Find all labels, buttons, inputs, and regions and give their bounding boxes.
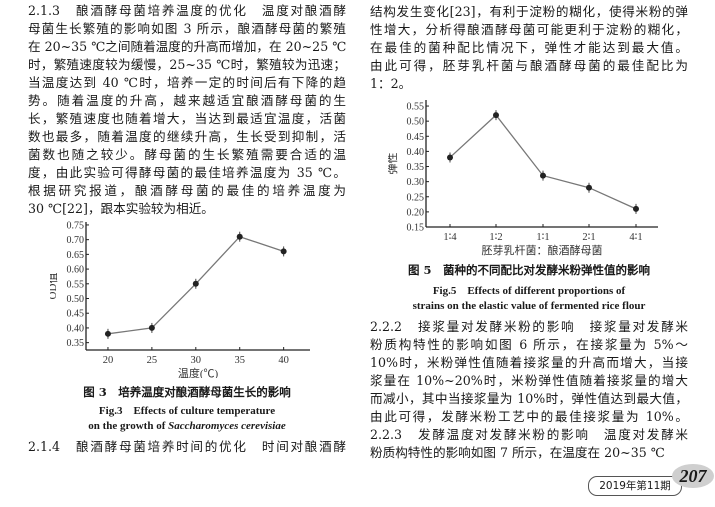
x-tick-label: 1∶4 [443, 232, 457, 243]
fig5-caption-en-1: Fig.5 Effects of different proportions o… [432, 285, 626, 297]
data-point [633, 205, 639, 212]
species-name: Saccharomyces cerevisiae [168, 420, 286, 432]
fig5-caption-en-2: strains on the elastic value of fermente… [412, 300, 646, 312]
fig5-chart: 0.15 0.20 0.25 0.30 0.35 0.40 0.45 0.50 0.55 1∶4 1… [388, 100, 658, 257]
right-column-text-top: 结构发生变化[23]，有利于淀粉的糊化，使得米粉的弹 性增大，分析得酿酒酵母菌可能… [370, 3, 688, 93]
y-tick-label: 0.45 [67, 309, 85, 320]
text-line: 浆量在 10%~20%时，米粉弹性值随着接浆量的增大 [370, 373, 688, 388]
text-line: 2.2.3 发酵温度对发酵米粉的影响 温度对发酵米 [370, 427, 688, 442]
x-tick-label: 2∶1 [582, 232, 595, 243]
text-line: 由此可得，发酵米粉工艺中的最佳接浆量为 10%。 [370, 409, 688, 424]
y-tick-label: 0.30 [407, 177, 425, 188]
text-line: 在 20~35 ℃之间随着温度的升高而增加，在 20~25 ℃ [28, 39, 346, 54]
y-tick-label: 0.55 [407, 102, 425, 113]
x-axis-label: 胚芽乳杆菌：酿酒酵母菌 [482, 243, 603, 257]
left-column-text: 2.1.3 酿酒酵母菌培养温度的优化 温度对酿酒酵 母菌生长繁殖的影响如图 3 所… [28, 2, 346, 218]
text-line: 数也最多，随着温度的继续升高，生长受到抑制，活 [28, 129, 346, 144]
text-line: 长，繁殖速度也随着增大，当达到最适宜温度，活菌 [28, 111, 346, 126]
text-line: 菌数也随之较少。酵母菌的生长繁殖需要合适的温 [28, 147, 346, 162]
x-tick-label: 35 [234, 355, 245, 366]
text-line: 性增大，分析得酿酒酵母菌可能更利于淀粉的糊化， [370, 22, 688, 37]
text-line: 根据研究报道，酿酒酵母菌的最佳的培养温度为 [28, 183, 346, 198]
y-tick-label: 0.60 [67, 265, 85, 276]
text-line: 2.2.2 接浆量对发酵米粉的影响 接浆量对发酵米 [370, 319, 688, 334]
y-tick-label: 0.45 [407, 132, 425, 143]
y-tick-label: 0.35 [407, 162, 425, 173]
y-tick-label: 0.40 [67, 323, 85, 334]
right-column-text-bottom: 2.2.2 接浆量对发酵米粉的影响 接浆量对发酵米 粉质构特性的影响如图 6 所示… [370, 318, 688, 462]
text-line: 结构发生变化[23]，有利于淀粉的糊化，使得米粉的弹 [370, 4, 688, 19]
text-line: 粉质构特性的影响如图 7 所示，在温度在 20~35 ℃ [370, 445, 665, 460]
text-line: 时，繁殖速度较为缓慢，25~35 ℃时，繁殖较为迅速； [28, 57, 346, 72]
y-tick-label: 0.75 [67, 220, 85, 231]
fig5-caption-cn: 图 5 菌种的不同配比对发酵米粉弹性值的影响 [407, 263, 650, 277]
data-point [280, 248, 287, 255]
data-point [104, 330, 111, 337]
text-line: 在最佳的菌种配比情况下，弹性才能达到最大值。 [370, 40, 688, 55]
page-number: 207 [672, 464, 714, 488]
x-tick-label: 1∶2 [489, 232, 502, 243]
x-tick-label: 40 [278, 355, 289, 366]
y-tick-label: 0.50 [407, 117, 425, 128]
data-point [540, 172, 546, 179]
x-tick-label: 1∶1 [536, 232, 549, 243]
text-line: 2.1.4 酿酒酵母菌培养时间的优化 时间对酿酒酵 [28, 439, 346, 454]
text-line: 2.1.3 酿酒酵母菌培养温度的优化 温度对酿酒酵 [28, 3, 346, 18]
text-line: 由此可得，胚芽乳杆菌与酿酒酵母菌的最佳配比为 [370, 58, 688, 73]
y-tick-label: 0.65 [67, 250, 85, 261]
fig3-caption-en-1: Fig.3 Effects of culture temperature [98, 405, 276, 417]
y-tick-label: 0.55 [67, 279, 85, 290]
caption-text: on the growth of [88, 420, 169, 432]
y-axis-label: OD值 [50, 273, 59, 300]
data-point [148, 324, 155, 331]
y-tick-label: 0.70 [67, 235, 85, 246]
data-point [493, 112, 499, 119]
issue-label: 2019年第11期 [588, 476, 682, 496]
text-line: 当温度达到 40 ℃时，培养一定的时间后有下降的趋 [28, 75, 346, 90]
fig3-caption-en-2: on the growth of Saccharomyces cerevisia… [28, 420, 346, 432]
text-line: 10%时，米粉弹性值随着接浆量的升高而增大，当接 [370, 355, 688, 370]
x-tick-label: 30 [191, 355, 202, 366]
data-point [586, 184, 592, 191]
data-point [236, 233, 243, 240]
section-2-1-4-heading: 2.1.4 酿酒酵母菌培养时间的优化 时间对酿酒酵 [28, 438, 346, 456]
y-tick-label: 0.20 [407, 207, 425, 218]
text-line: 30 ℃[22]，跟本实验较为相近。 [28, 201, 214, 216]
data-point [192, 280, 199, 287]
y-tick-label: 0.40 [407, 147, 425, 158]
text-line: 母菌生长繁殖的影响如图 3 所示，酿酒酵母菌的繁殖 [28, 21, 346, 36]
text-line: 度，由此实验可得酵母菌的最佳培养温度为 35 ℃。 [28, 165, 346, 180]
data-point [447, 154, 453, 161]
y-tick-label: 0.50 [67, 294, 85, 305]
fig3-caption-cn: 图 3 培养温度对酿酒酵母菌生长的影响 [83, 385, 291, 399]
x-tick-label: 20 [103, 355, 114, 366]
y-tick-label: 0.15 [407, 223, 425, 234]
text-line: 而减小，其中当接浆量为 10%时，弹性值达到最大值， [370, 391, 688, 406]
text-line: 粉质构特性的影响如图 6 所示，在接浆量为 5%～ [370, 337, 688, 352]
fig3-chart: 0.35 0.40 0.45 0.50 0.55 0.60 0.65 0.70 0.75 20 25… [50, 220, 310, 378]
series-line [449, 114, 637, 210]
text-line: 势。随着温度的升高，越来越适宜酿酒酵母菌的生 [28, 93, 346, 108]
x-tick-label: 4∶1 [629, 232, 642, 243]
y-axis-label: 弹性 [388, 153, 399, 175]
text-line: 1：2。 [370, 76, 412, 91]
y-tick-label: 0.35 [67, 338, 85, 349]
x-axis-label: 温度(℃) [178, 366, 219, 378]
y-tick-label: 0.25 [407, 192, 425, 203]
x-tick-label: 25 [147, 355, 158, 366]
